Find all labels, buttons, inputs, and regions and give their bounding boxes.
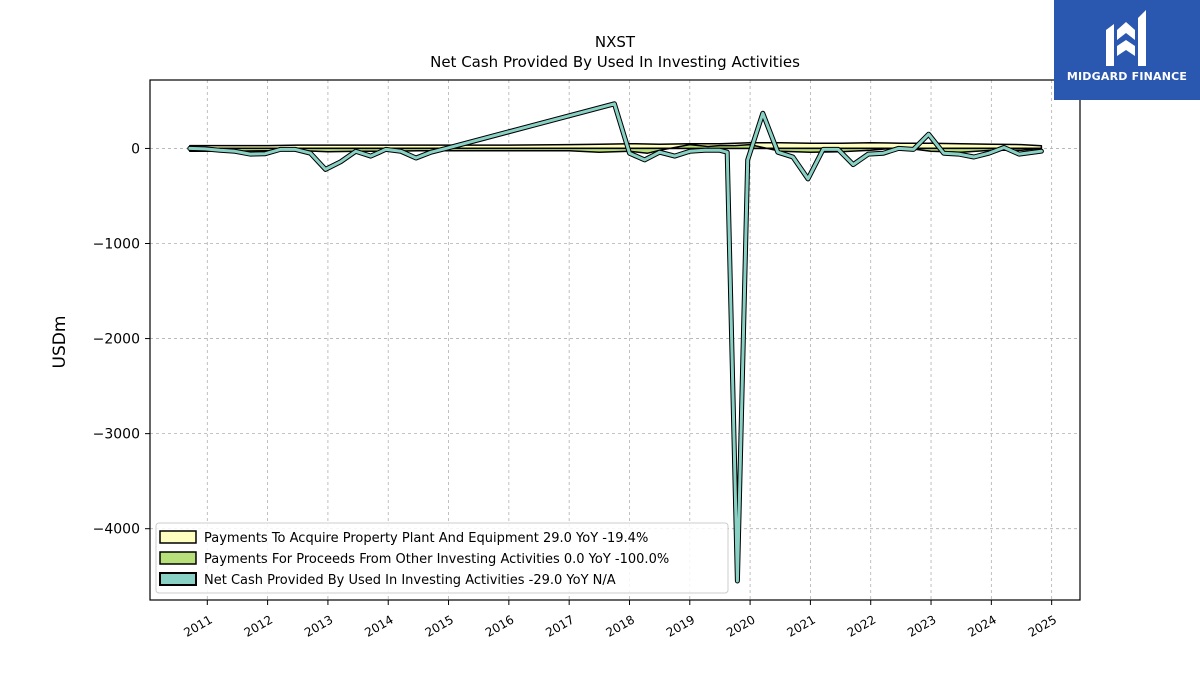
legend-swatch-1 — [159, 551, 197, 565]
x-tick-label-6: 2017 — [543, 612, 576, 639]
x-tick-label-0: 2011 — [181, 612, 214, 639]
x-tick-label-1: 2012 — [242, 612, 275, 639]
x-tick-label-7: 2018 — [604, 612, 637, 639]
y-tick-label-2: −2000 — [93, 332, 140, 348]
x-tick-label-4: 2015 — [423, 612, 456, 639]
y-tick-label-1: −1000 — [93, 237, 140, 253]
legend: Payments To Acquire Property Plant And E… — [155, 522, 729, 594]
x-tick-label-9: 2020 — [724, 612, 757, 639]
plot-frame — [149, 79, 1081, 601]
y-axis-label: USDm — [50, 316, 70, 369]
series-lines — [187, 101, 1044, 584]
x-tick-label-8: 2019 — [664, 612, 697, 639]
legend-label-0: Payments To Acquire Property Plant And E… — [204, 531, 648, 546]
x-tick-label-10: 2021 — [784, 612, 817, 639]
series-line-outline-2 — [187, 101, 1044, 584]
x-tick-label-11: 2022 — [845, 612, 878, 639]
x-tick-label-14: 2025 — [1026, 612, 1059, 639]
logo-mark-icon — [1106, 10, 1146, 66]
x-tick-label-2: 2013 — [302, 612, 335, 639]
chart-title: NXST — [595, 33, 636, 51]
grid — [150, 80, 1080, 600]
y-tick-label-0: 0 — [131, 141, 140, 157]
x-tick-label-13: 2024 — [965, 612, 998, 639]
legend-swatch-2 — [159, 572, 197, 586]
legend-box — [155, 522, 729, 594]
legend-label-1: Payments For Proceeds From Other Investi… — [204, 552, 669, 567]
series-line-2 — [188, 102, 1043, 583]
x-tick-label-12: 2023 — [905, 612, 938, 639]
x-tick-label-5: 2016 — [483, 612, 516, 639]
y-tick-label-4: −4000 — [93, 522, 140, 538]
chart-subtitle: Net Cash Provided By Used In Investing A… — [430, 53, 800, 71]
brand-logo: MIDGARD FINANCE — [1054, 0, 1200, 100]
legend-label-2: Net Cash Provided By Used In Investing A… — [204, 573, 616, 588]
logo-text: MIDGARD FINANCE — [1066, 70, 1188, 83]
legend-swatch-0 — [159, 530, 197, 544]
y-tick-label-3: −3000 — [93, 427, 140, 443]
x-tick-label-3: 2014 — [362, 612, 395, 639]
